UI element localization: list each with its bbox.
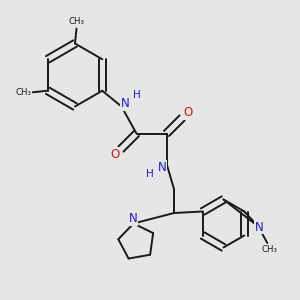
Text: H: H bbox=[146, 169, 154, 179]
Text: N: N bbox=[121, 97, 130, 110]
Text: N: N bbox=[158, 160, 166, 174]
Text: CH₃: CH₃ bbox=[262, 245, 278, 254]
Text: CH₃: CH₃ bbox=[68, 17, 85, 26]
Text: CH₃: CH₃ bbox=[15, 88, 31, 97]
Text: N: N bbox=[129, 212, 138, 226]
Text: N: N bbox=[254, 220, 263, 234]
Text: O: O bbox=[111, 148, 120, 161]
Text: H: H bbox=[133, 90, 141, 100]
Text: O: O bbox=[183, 106, 192, 119]
